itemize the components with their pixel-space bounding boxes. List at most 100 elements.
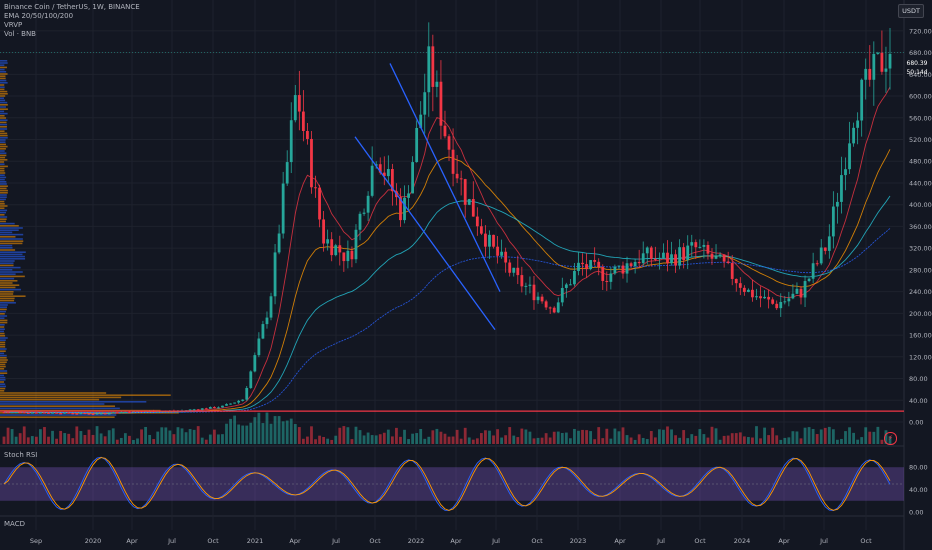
volume-profile-row: [0, 324, 5, 326]
volume-profile-row: [0, 227, 23, 229]
symbol-title[interactable]: Binance Coin / TetherUS, 1W, BINANCE: [4, 3, 140, 11]
price-tick-label: 640.00: [909, 71, 932, 79]
indicator-ema[interactable]: EMA 20/50/100/200: [4, 12, 74, 20]
macd-label[interactable]: MACD: [4, 520, 25, 528]
volume-profile-row: [0, 253, 23, 256]
volume-profile-row: [0, 148, 6, 150]
trendline: [354, 136, 496, 331]
volume-profile-row: [0, 262, 14, 264]
candle-body: [269, 296, 273, 318]
volume-bar: [285, 420, 289, 444]
stoch-tick-label: 0.00: [909, 509, 923, 517]
time-tick-label: Oct: [694, 537, 706, 545]
volume-bar: [649, 431, 653, 444]
volume-bar: [751, 437, 754, 444]
candle-body: [698, 246, 702, 248]
volume-profile-row: [0, 343, 6, 346]
time-tick-label: 2021: [247, 537, 264, 545]
price-tick-label: 680.00: [909, 49, 932, 57]
volume-bar: [43, 427, 46, 444]
candle-body: [463, 179, 467, 205]
volume-profile-row: [0, 416, 115, 418]
candle-body: [447, 136, 451, 150]
candle-body: [419, 114, 423, 128]
time-axis[interactable]: Sep 2020 Apr Jul Oct 2021 Apr Jul Oct 2022 Apr Jul O…: [30, 537, 872, 545]
volume-profile-row: [0, 229, 19, 231]
volume-profile-row: [0, 183, 7, 185]
volume-profile-row: [0, 306, 7, 308]
candle-body: [597, 261, 601, 268]
candle-body: [439, 81, 443, 126]
candle-body: [103, 413, 107, 415]
volume-bar: [544, 433, 548, 444]
volume-bar: [670, 429, 673, 444]
candle-body: [500, 251, 504, 256]
volume-bar: [123, 433, 127, 444]
candle-body: [763, 296, 766, 299]
time-tick-label: 2023: [570, 537, 587, 545]
volume-bar: [281, 421, 285, 444]
volume-profile-row: [0, 337, 8, 339]
candle-body: [95, 413, 99, 415]
volume-profile-row: [0, 282, 13, 284]
volume-bar: [702, 434, 706, 444]
volume-bar: [249, 422, 253, 444]
volume-bar: [552, 431, 556, 444]
volume-bar: [47, 436, 50, 444]
candle-body: [22, 412, 26, 414]
price-tick-label: 240.00: [909, 288, 932, 296]
volume-profile-row: [0, 339, 6, 341]
volume-bar: [775, 435, 779, 444]
candle-body: [621, 265, 625, 274]
volume-bar: [726, 435, 730, 444]
volume-bar: [156, 431, 160, 444]
volume-bar: [593, 439, 597, 444]
volume-bar: [585, 430, 588, 444]
last-price-tag: 680.39: [906, 60, 928, 68]
volume-profile-row: [0, 104, 8, 106]
indicator-vrvp[interactable]: VRVP: [4, 21, 23, 29]
volume-profile-row: [0, 352, 5, 355]
stoch-rsi-label[interactable]: Stoch RSI: [4, 451, 38, 459]
volume-profile-row: [0, 66, 7, 69]
volume-profile-row: [0, 93, 8, 95]
candle-body: [63, 412, 67, 414]
volume-bar: [338, 427, 342, 444]
indicator-volume[interactable]: Vol · BNB: [4, 30, 36, 38]
time-tick-label: Jul: [331, 537, 340, 545]
trendlines[interactable]: [0, 52, 904, 412]
volume-bar: [79, 431, 83, 444]
volume-bar: [152, 439, 156, 444]
volume-bar: [471, 439, 475, 444]
candle-body: [787, 298, 791, 302]
currency-button[interactable]: USDT: [898, 4, 924, 18]
candle-body: [26, 412, 30, 414]
volume-bar: [237, 424, 241, 444]
volume-bar: [346, 427, 350, 444]
candle-body: [807, 278, 811, 282]
volume-bar: [164, 427, 168, 444]
candle-body: [123, 411, 127, 413]
volume-bar: [83, 434, 87, 444]
volume-bar: [573, 428, 576, 444]
lightning-icon[interactable]: ⚡: [884, 432, 897, 445]
volume-profile-row: [0, 196, 7, 198]
volume-bar: [362, 435, 366, 444]
volume-profile-row: [0, 376, 6, 379]
volume-bar: [759, 438, 762, 444]
price-tick-label: 520.00: [909, 136, 932, 144]
volume-profile-row: [0, 244, 13, 247]
price-axis[interactable]: 720.00 680.00 640.00 600.00 560.00 520.00 480.…: [909, 27, 932, 516]
countdown-tag: 50:14d: [906, 69, 928, 77]
candles[interactable]: [2, 22, 892, 416]
volume-bar: [836, 439, 839, 444]
volume-bar: [605, 428, 609, 444]
candle-body: [726, 261, 730, 263]
candle-body: [83, 413, 87, 415]
volume-profile-row: [0, 106, 6, 108]
volume-profile-row: [0, 271, 23, 273]
volume-profile-row: [0, 332, 5, 335]
volume-bar: [265, 412, 269, 444]
candle-body: [338, 245, 342, 253]
